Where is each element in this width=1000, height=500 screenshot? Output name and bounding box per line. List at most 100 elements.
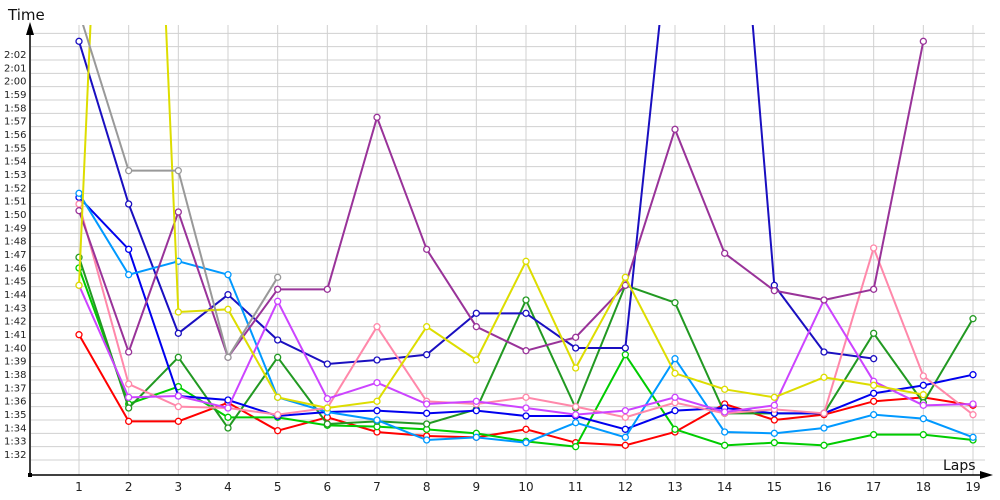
data-point [274, 353, 282, 361]
data-point [174, 167, 182, 175]
data-point [174, 403, 182, 411]
y-tick-label: 1:58 [4, 103, 26, 114]
data-point [373, 416, 381, 424]
y-tick-label: 1:36 [4, 397, 26, 408]
data-point [572, 411, 580, 419]
y-tick-label: 1:50 [4, 210, 26, 221]
y-tick-label: 1:42 [4, 317, 26, 328]
data-point [76, 9, 82, 15]
data-point [572, 344, 580, 352]
data-point [671, 425, 679, 433]
data-point [125, 417, 133, 425]
y-tick-label: 1:51 [4, 197, 26, 208]
data-point [174, 353, 182, 361]
origin-marker [28, 473, 32, 477]
data-point [770, 393, 778, 401]
data-point [870, 329, 878, 337]
data-point [472, 407, 480, 415]
data-point [125, 393, 133, 401]
x-tick-label: 5 [274, 480, 282, 494]
data-point [770, 439, 778, 447]
y-tick-label: 1:38 [4, 370, 26, 381]
x-tick-label: 8 [423, 480, 431, 494]
y-tick-label: 1:56 [4, 130, 26, 141]
data-point [373, 356, 381, 364]
series-line [78, 25, 924, 410]
data-point [224, 424, 232, 432]
data-point [721, 408, 729, 416]
data-point [125, 200, 133, 208]
data-point [472, 356, 480, 364]
data-point [75, 281, 83, 289]
gridlines [31, 25, 985, 475]
data-point [125, 348, 133, 356]
data-point [323, 285, 331, 293]
data-point [373, 323, 381, 331]
y-tick-label: 1:35 [4, 410, 26, 421]
data-point [75, 200, 83, 208]
data-point [274, 285, 282, 293]
data-point [820, 373, 828, 381]
data-point [820, 441, 828, 449]
data-point [572, 443, 580, 451]
data-point [472, 433, 480, 441]
data-point [522, 296, 530, 304]
data-point [621, 441, 629, 449]
data-point [621, 425, 629, 433]
y-tick-label: 1:59 [4, 90, 26, 101]
data-point [820, 409, 828, 417]
y-tick-label: 1:41 [4, 330, 26, 341]
data-point [274, 336, 282, 344]
data-point [75, 37, 83, 45]
data-point [323, 404, 331, 412]
data-point [870, 355, 878, 363]
data-point [969, 411, 977, 419]
data-point [671, 355, 679, 363]
x-axis-arrow-icon [980, 471, 993, 479]
data-point [373, 397, 381, 405]
data-point [174, 308, 182, 316]
data-point [621, 344, 629, 352]
data-point [671, 369, 679, 377]
data-point [671, 407, 679, 415]
y-tick-label: 1:32 [4, 450, 26, 461]
data-point [522, 439, 530, 447]
data-point [621, 351, 629, 359]
data-point [125, 245, 133, 253]
y-tick-labels: 1:32 1:33 1:34 1:35 1:36 1:37 1:38 1:39 1:40 1:41… [4, 50, 26, 461]
data-point [274, 393, 282, 401]
data-point [870, 411, 878, 419]
data-point [522, 309, 530, 317]
data-point [621, 273, 629, 281]
data-point [274, 427, 282, 435]
data-point [671, 393, 679, 401]
data-point [969, 315, 977, 323]
x-tick-label: 13 [667, 480, 682, 494]
y-tick-label: 1:43 [4, 303, 26, 314]
series-10 [76, 9, 282, 361]
data-point [472, 323, 480, 331]
x-tick-label: 18 [916, 480, 931, 494]
data-point [621, 413, 629, 421]
data-point [870, 244, 878, 252]
y-tick-label: 1:47 [4, 250, 26, 261]
data-point [174, 329, 182, 337]
data-point [423, 420, 431, 428]
x-tick-labels: 1 2 3 4 5 6 7 8 9 10 11 12 13 14 15 16 17 18 19 [75, 480, 980, 494]
y-tick-label: 1:55 [4, 143, 26, 154]
data-point [224, 413, 232, 421]
data-point [522, 404, 530, 412]
data-point [224, 291, 232, 299]
data-point [125, 380, 133, 388]
y-axis-label: Time [7, 6, 45, 24]
y-tick-label: 1:33 [4, 437, 26, 448]
data-point [721, 249, 729, 257]
data-point [423, 323, 431, 331]
data-point [870, 381, 878, 389]
y-axis-arrow-icon [26, 22, 34, 35]
y-tick-label: 1:49 [4, 223, 26, 234]
x-tick-label: 9 [473, 480, 481, 494]
x-tick-label: 4 [224, 480, 232, 494]
data-point [969, 433, 977, 441]
